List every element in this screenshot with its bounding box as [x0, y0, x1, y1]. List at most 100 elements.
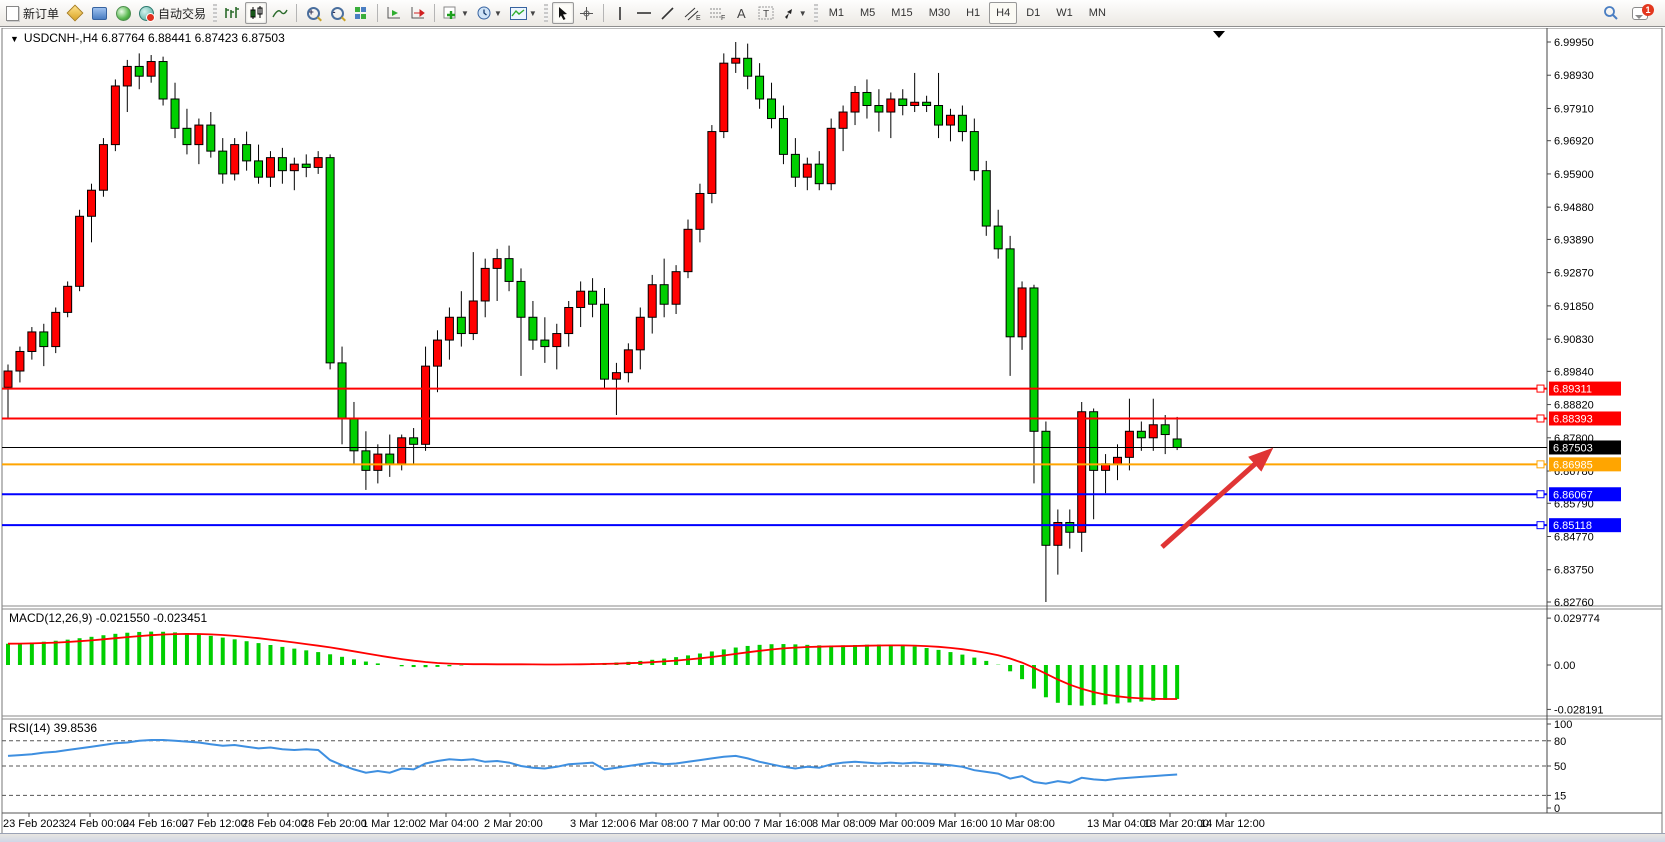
timeframe-m15[interactable]: M15: [891, 7, 913, 19]
templates-button[interactable]: ▼: [507, 2, 540, 24]
candle: [623, 349, 633, 374]
trend-arrow-annotation[interactable]: [1160, 447, 1274, 549]
candle: [1077, 411, 1087, 533]
timeframe-w1[interactable]: W1: [1056, 7, 1073, 19]
time-axis-label[interactable]: 2 Mar 20:00: [484, 818, 543, 830]
timeframe-h4[interactable]: H4: [989, 2, 1018, 24]
timeframe-mn[interactable]: MN: [1088, 7, 1106, 19]
time-axis-label[interactable]: 13 Mar 20:00: [1144, 818, 1209, 830]
periods-button[interactable]: ▼: [474, 2, 505, 24]
chart-dropdown-icon[interactable]: ▼: [10, 34, 19, 44]
chart-window[interactable]: 6.99950 6.98930 6.97910 6.96920 6.95900 6.948…: [0, 28, 1665, 841]
time-axis-label[interactable]: 7 Mar 16:00: [754, 818, 813, 830]
price-tag-label: 6.87503: [1553, 442, 1593, 454]
candle: [1053, 522, 1063, 546]
candle: [51, 311, 61, 348]
time-axis-label[interactable]: 6 Mar 08:00: [630, 818, 689, 830]
trendline-button[interactable]: [657, 2, 679, 24]
price-tag-label: 6.89311: [1553, 384, 1592, 396]
price-chart-canvas[interactable]: 6.99950 6.98930 6.97910 6.96920 6.95900 6.948…: [0, 28, 1665, 841]
candle: [206, 124, 216, 152]
price-axis-label: 6.96920: [1554, 136, 1594, 148]
line-handle[interactable]: [1536, 384, 1545, 393]
time-axis-label[interactable]: 28 Feb 20:00: [302, 818, 367, 830]
signal-button[interactable]: [112, 2, 134, 24]
candle: [385, 453, 395, 465]
search-button[interactable]: [1600, 2, 1622, 24]
time-axis-label[interactable]: 27 Feb 12:00: [182, 818, 247, 830]
candle: [242, 144, 252, 162]
candle: [15, 350, 25, 372]
time-axis-label[interactable]: 14 Mar 12:00: [1200, 818, 1265, 830]
autotrade-button[interactable]: 自动交易: [136, 2, 209, 24]
line-handle[interactable]: [1536, 521, 1545, 530]
line-handle[interactable]: [1536, 460, 1545, 469]
time-axis-label[interactable]: 10 Mar 08:00: [990, 818, 1055, 830]
deposit-icon: [66, 4, 84, 22]
text-label-icon: T: [758, 6, 774, 20]
tile-windows-button[interactable]: [350, 2, 372, 24]
bar-chart-button[interactable]: [221, 2, 243, 24]
candle: [922, 101, 932, 107]
candle: [158, 61, 168, 100]
auto-scroll-button[interactable]: [383, 2, 405, 24]
svg-text:E: E: [696, 15, 701, 21]
text-label-button[interactable]: T: [755, 2, 777, 24]
timeframe-d1[interactable]: D1: [1026, 7, 1041, 19]
line-handle[interactable]: [1536, 490, 1545, 499]
new-order-button[interactable]: 新订单: [3, 2, 62, 24]
candle: [1172, 438, 1182, 448]
zoom-out-icon: -: [330, 6, 344, 20]
price-axis-label: 6.95900: [1554, 169, 1594, 181]
notifications-button[interactable]: 1: [1629, 2, 1654, 24]
fibonacci-button[interactable]: F: [706, 2, 729, 24]
arrows-button[interactable]: ▼: [779, 2, 810, 24]
time-axis-label[interactable]: 8 Mar 08:00: [812, 818, 871, 830]
indicators-button[interactable]: ▼: [440, 2, 472, 24]
chat-icon: 1: [1632, 3, 1654, 20]
time-axis-label[interactable]: 24 Feb 16:00: [123, 818, 188, 830]
line-handle[interactable]: [1536, 414, 1545, 423]
time-axis-label[interactable]: 24 Feb 00:00: [64, 818, 129, 830]
new-order-label: 新订单: [23, 6, 60, 21]
time-axis-label[interactable]: 23 Feb 2023: [3, 818, 65, 830]
cursor-button[interactable]: [551, 2, 574, 24]
chevron-down-icon: ▼: [528, 8, 537, 18]
line-chart-button[interactable]: [269, 2, 291, 24]
chart-shift-button[interactable]: [407, 2, 429, 24]
crosshair-button[interactable]: [576, 2, 598, 24]
candle: [540, 339, 550, 348]
timeframe-h1[interactable]: H1: [966, 7, 981, 19]
candle: [516, 280, 526, 318]
candle: [981, 170, 991, 227]
candle: [1029, 287, 1039, 432]
time-axis-label[interactable]: 1 Mar 12:00: [362, 818, 421, 830]
macd-signal-line: [7, 632, 1178, 700]
timeframe-m30[interactable]: M30: [928, 7, 951, 19]
publisher-button[interactable]: [88, 2, 110, 24]
candle: [1148, 424, 1158, 439]
equidistant-channel-button[interactable]: E: [681, 2, 704, 24]
time-axis-label[interactable]: 9 Mar 00:00: [870, 818, 929, 830]
candle: [576, 290, 586, 308]
zoom-in-button[interactable]: +: [302, 2, 324, 24]
deposit-button[interactable]: [64, 2, 86, 24]
rsi-axis-label: 0: [1554, 803, 1560, 815]
candle: [421, 365, 431, 445]
time-axis-label[interactable]: 13 Mar 04:00: [1087, 818, 1152, 830]
horizontal-line-button[interactable]: [633, 2, 655, 24]
zoom-out-button[interactable]: -: [326, 2, 348, 24]
text-button[interactable]: A: [731, 2, 753, 24]
time-axis-label[interactable]: 28 Feb 04:00: [242, 818, 307, 830]
timeframe-m1[interactable]: M1: [828, 7, 844, 19]
vertical-line-button[interactable]: [609, 2, 631, 24]
chart-title-text: USDCNH-,H4 6.87764 6.88441 6.87423 6.875…: [23, 31, 285, 45]
time-axis-label[interactable]: 7 Mar 00:00: [692, 818, 751, 830]
timeframe-m5[interactable]: M5: [860, 7, 876, 19]
chart-shift-marker[interactable]: [1213, 31, 1225, 38]
candlestick-chart-button[interactable]: [245, 2, 268, 24]
auto-scroll-icon: [387, 7, 401, 19]
time-axis-label[interactable]: 2 Mar 04:00: [420, 818, 479, 830]
time-axis-label[interactable]: 9 Mar 16:00: [929, 818, 988, 830]
time-axis-label[interactable]: 3 Mar 12:00: [570, 818, 629, 830]
